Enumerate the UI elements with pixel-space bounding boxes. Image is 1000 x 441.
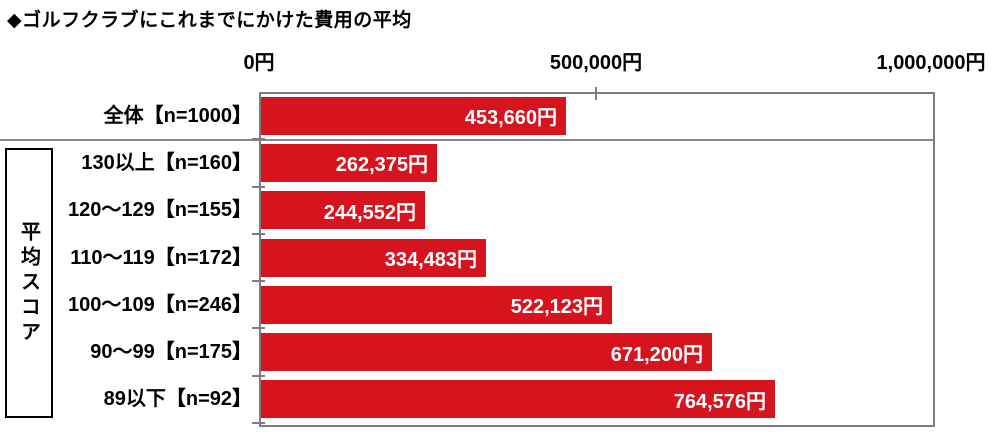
bar: 334,483円: [261, 238, 486, 277]
x-axis-tick-label-1000000: 1,000,000円: [876, 52, 986, 74]
chart-title: ◆ゴルフクラブにこれまでにかけた費用の平均: [7, 10, 412, 31]
bar-value-label: 334,483円: [384, 249, 477, 271]
y-axis-tick: [252, 138, 265, 140]
x-axis-tick-label-500000: 500,000円: [549, 52, 643, 74]
bar-value-label: 262,375円: [335, 154, 428, 177]
bar: 671,200円: [261, 333, 712, 372]
x-axis-tick-label-0: 0円: [243, 52, 275, 74]
bar-value-label: 671,200円: [610, 343, 703, 366]
group-label-vertical-text: 平均スコア: [17, 220, 40, 346]
total-row-separator-line: [0, 139, 933, 141]
axis-tick-500000: [595, 87, 597, 100]
bar: 453,660円: [261, 96, 566, 135]
row-label: 130以上【n=160】: [81, 151, 252, 174]
row-label: 120〜129【n=155】: [67, 199, 252, 222]
y-axis-tick: [252, 233, 265, 235]
y-axis-tick: [252, 327, 265, 329]
row-label: 90〜99【n=175】: [90, 341, 252, 364]
bar: 244,552円: [261, 191, 425, 230]
y-axis-tick: [252, 280, 265, 282]
bar-value-label: 522,123円: [510, 296, 603, 319]
bar: 522,123円: [261, 285, 612, 324]
bar-value-label: 244,552円: [323, 201, 416, 224]
row-label: 110〜119【n=172】: [70, 246, 252, 269]
bar: 764,576円: [261, 380, 775, 419]
group-label-box: 平均スコア: [5, 148, 53, 418]
row-label: 100〜109【n=246】: [67, 293, 252, 316]
row-label: 全体【n=1000】: [103, 104, 252, 127]
y-axis-tick: [252, 186, 265, 188]
y-axis-tick: [252, 422, 265, 424]
y-axis-tick: [252, 375, 265, 377]
bar: 262,375円: [261, 143, 437, 182]
bar-value-label: 764,576円: [673, 390, 766, 413]
bar-value-label: 453,660円: [464, 107, 557, 130]
row-label: 89以下【n=92】: [103, 388, 252, 411]
